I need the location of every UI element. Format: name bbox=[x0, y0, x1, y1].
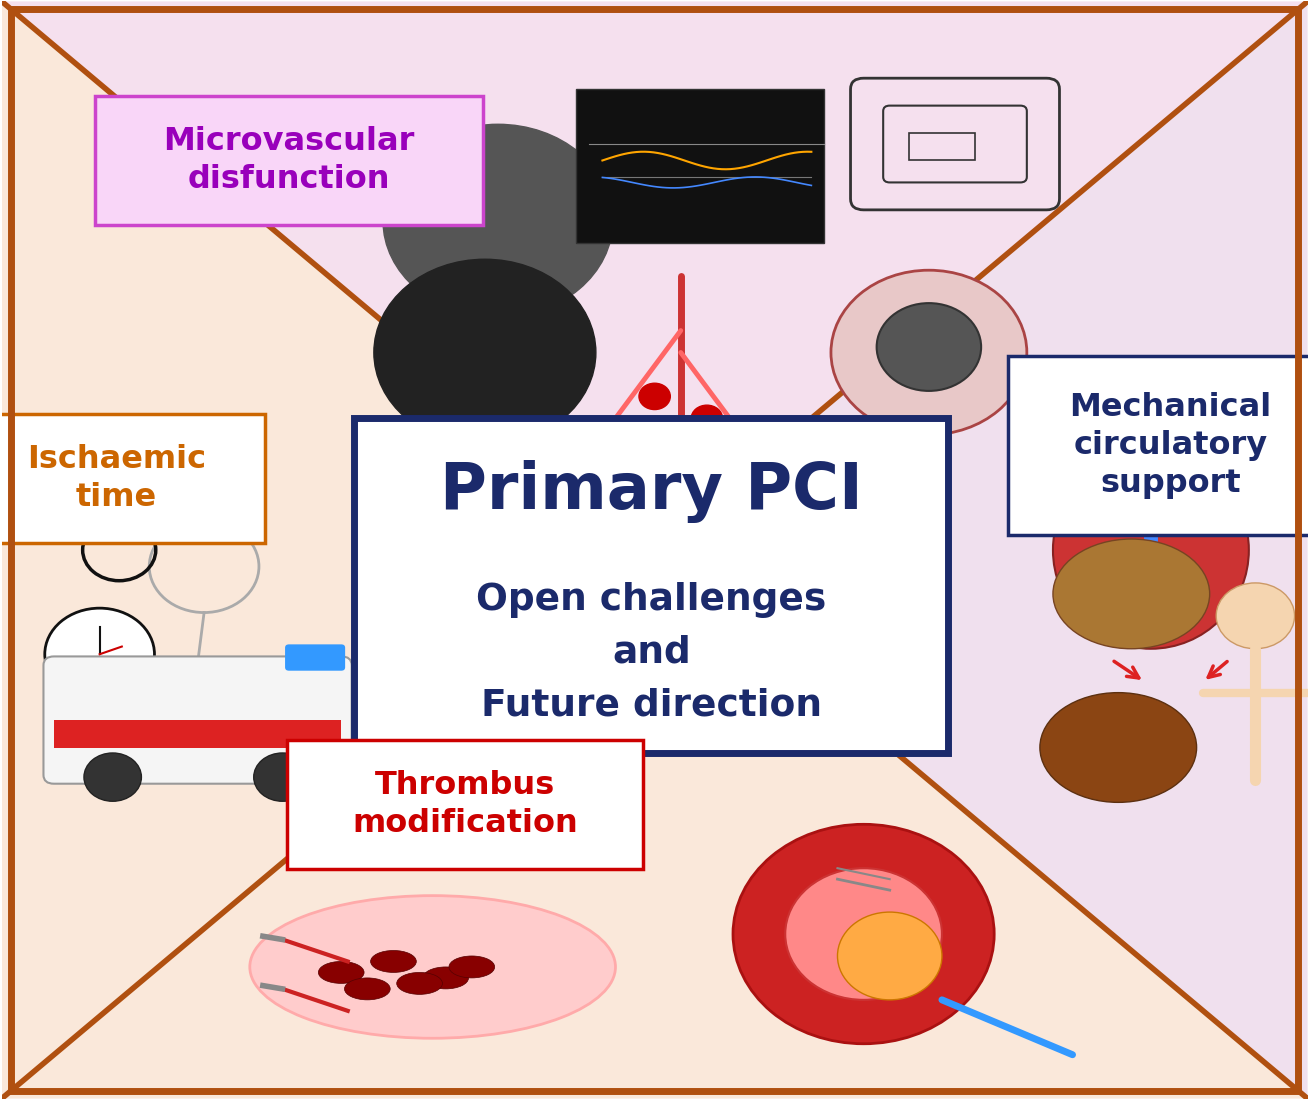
Circle shape bbox=[254, 754, 312, 801]
FancyBboxPatch shape bbox=[94, 96, 483, 225]
Text: Primary PCI: Primary PCI bbox=[440, 461, 863, 524]
Polygon shape bbox=[1, 1, 654, 1099]
Text: Mechanical
circulatory
support: Mechanical circulatory support bbox=[1069, 392, 1271, 499]
Ellipse shape bbox=[370, 950, 416, 972]
FancyBboxPatch shape bbox=[285, 645, 346, 671]
Ellipse shape bbox=[423, 967, 469, 989]
FancyBboxPatch shape bbox=[0, 414, 264, 543]
Polygon shape bbox=[1, 550, 1308, 1099]
Circle shape bbox=[652, 438, 683, 464]
Ellipse shape bbox=[397, 972, 442, 994]
Circle shape bbox=[838, 912, 942, 1000]
Text: Thrombus
modification: Thrombus modification bbox=[352, 770, 579, 839]
Circle shape bbox=[45, 608, 154, 701]
Circle shape bbox=[384, 124, 613, 318]
FancyBboxPatch shape bbox=[43, 657, 352, 783]
FancyBboxPatch shape bbox=[54, 720, 342, 748]
Text: Open challenges
and
Future direction: Open challenges and Future direction bbox=[476, 582, 826, 724]
Polygon shape bbox=[1, 1, 1308, 550]
Ellipse shape bbox=[318, 961, 364, 983]
FancyBboxPatch shape bbox=[355, 418, 949, 754]
Circle shape bbox=[733, 824, 995, 1044]
Circle shape bbox=[877, 304, 982, 390]
Text: Microvascular
disfunction: Microvascular disfunction bbox=[164, 125, 415, 195]
Circle shape bbox=[639, 383, 670, 409]
Polygon shape bbox=[654, 1, 1308, 1099]
Ellipse shape bbox=[1052, 539, 1210, 649]
Ellipse shape bbox=[344, 978, 390, 1000]
Circle shape bbox=[84, 754, 141, 801]
Ellipse shape bbox=[449, 956, 495, 978]
Ellipse shape bbox=[250, 895, 615, 1038]
Ellipse shape bbox=[1039, 693, 1196, 802]
Circle shape bbox=[831, 271, 1026, 435]
Circle shape bbox=[1216, 583, 1295, 649]
Ellipse shape bbox=[1052, 451, 1249, 649]
Circle shape bbox=[374, 260, 596, 446]
Circle shape bbox=[691, 405, 723, 431]
FancyBboxPatch shape bbox=[288, 740, 643, 869]
Circle shape bbox=[785, 868, 942, 1000]
FancyBboxPatch shape bbox=[1008, 356, 1309, 535]
Text: Ischaemic
time: Ischaemic time bbox=[27, 444, 206, 514]
FancyBboxPatch shape bbox=[576, 89, 825, 243]
